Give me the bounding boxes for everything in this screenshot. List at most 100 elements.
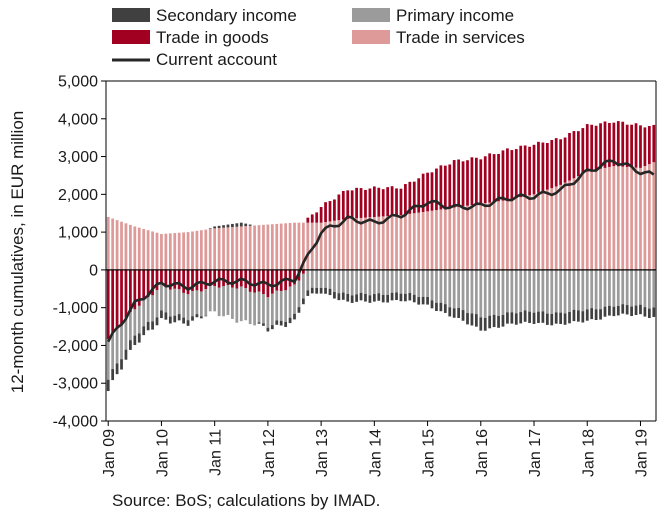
bar-primary-income <box>439 269 443 303</box>
bar-secondary-income <box>199 316 203 319</box>
bar-trade-goods <box>133 269 137 310</box>
bar-primary-income <box>151 295 154 322</box>
bar-trade-services <box>208 228 212 270</box>
bar-primary-income <box>488 269 492 316</box>
bar-secondary-income <box>257 322 261 324</box>
bar-primary-income <box>208 285 212 312</box>
bar-primary-income <box>417 269 421 298</box>
bar-trade-goods <box>231 269 234 288</box>
bar-trade-services <box>381 216 385 270</box>
bar-secondary-income <box>510 312 514 324</box>
bar-secondary-income <box>381 294 385 303</box>
bar-primary-income <box>142 299 146 327</box>
bar-primary-income <box>519 269 523 313</box>
bar-trade-services <box>426 211 429 270</box>
bar-primary-income <box>244 288 248 321</box>
bar-trade-goods <box>359 188 363 218</box>
bar-trade-services <box>168 233 172 270</box>
bar-secondary-income <box>452 308 456 318</box>
bar-trade-goods <box>195 269 199 291</box>
bar-trade-goods <box>497 153 500 202</box>
bar-primary-income <box>270 293 274 326</box>
bar-trade-services <box>652 162 656 270</box>
bar-trade-services <box>115 220 119 270</box>
bar-secondary-income <box>155 317 159 326</box>
bar-trade-services <box>483 203 487 270</box>
bar-trade-services <box>315 222 319 270</box>
bar-primary-income <box>368 269 372 296</box>
bar-trade-goods <box>324 202 327 223</box>
bar-trade-goods <box>115 269 119 329</box>
bar-primary-income <box>554 269 558 313</box>
bar-trade-services <box>461 206 465 270</box>
bar-primary-income <box>577 269 580 311</box>
bar-trade-services <box>182 232 185 270</box>
bar-secondary-income <box>390 292 394 301</box>
bar-primary-income <box>616 269 620 306</box>
bar-trade-goods <box>590 124 594 171</box>
bar-trade-services <box>160 234 163 270</box>
bar-secondary-income <box>208 228 212 229</box>
bar-trade-services <box>550 188 554 270</box>
bar-trade-services <box>412 213 416 270</box>
bar-primary-income <box>177 289 181 315</box>
bar-trade-goods <box>341 190 345 220</box>
legend-label: Trade in goods <box>156 28 269 47</box>
bar-secondary-income <box>337 293 341 301</box>
bar-primary-income <box>443 269 447 305</box>
bar-primary-income <box>275 290 279 321</box>
bar-trade-services <box>417 212 421 270</box>
bar-primary-income <box>359 269 363 293</box>
bar-trade-services <box>248 225 252 270</box>
bar-primary-income <box>129 312 132 341</box>
x-tick-label: Jan 17 <box>527 429 544 477</box>
bar-secondary-income <box>346 293 350 302</box>
bar-secondary-income <box>231 223 234 228</box>
x-tick-label: Jan 09 <box>101 429 118 477</box>
bar-trade-services <box>523 196 527 270</box>
bar-trade-goods <box>302 269 305 274</box>
bar-primary-income <box>235 288 239 323</box>
bar-secondary-income <box>368 295 372 303</box>
bar-trade-services <box>310 222 314 270</box>
bar-trade-services <box>226 227 230 270</box>
bar-secondary-income <box>324 287 327 294</box>
legend-label: Trade in services <box>396 28 525 47</box>
bar-trade-goods <box>337 194 341 221</box>
bar-secondary-income <box>270 325 274 330</box>
bar-trade-services <box>231 227 234 270</box>
x-tick-label: Jan 19 <box>633 429 650 477</box>
bar-secondary-income <box>474 314 478 327</box>
bar-trade-services <box>106 217 110 270</box>
bar-trade-services <box>239 226 243 270</box>
y-axis-title: 12-month cumulatives, in EUR million <box>8 111 27 394</box>
bar-primary-income <box>421 269 425 297</box>
bar-trade-goods <box>120 269 123 325</box>
bar-secondary-income <box>404 293 407 302</box>
bar-trade-services <box>142 228 146 270</box>
bar-trade-services <box>625 166 629 270</box>
bar-trade-services <box>120 221 123 270</box>
bar-primary-income <box>501 269 505 315</box>
bar-secondary-income <box>120 359 123 370</box>
bar-trade-services <box>488 202 492 270</box>
y-axis: -4,000 -3,000 -2,000 -1,000 0 1,000 2,000 3,000… <box>53 74 106 431</box>
bar-trade-services <box>355 218 358 270</box>
bar-secondary-income <box>594 309 598 320</box>
bar-primary-income <box>186 294 190 321</box>
bar-trade-goods <box>457 159 460 207</box>
bar-trade-goods <box>483 156 487 204</box>
bar-primary-income <box>195 290 199 315</box>
bar-trade-services <box>435 210 438 270</box>
bar-trade-goods <box>129 269 132 313</box>
bar-primary-income <box>146 296 150 322</box>
bar-primary-income <box>510 269 514 313</box>
bar-trade-goods <box>630 124 633 168</box>
bar-trade-services <box>497 201 500 270</box>
bar-secondary-income <box>293 313 296 320</box>
x-tick-label: Jan 14 <box>367 429 384 477</box>
bar-primary-income <box>474 269 478 315</box>
bar-primary-income <box>652 269 656 308</box>
bar-secondary-income <box>625 305 629 315</box>
bar-trade-goods <box>186 269 190 295</box>
